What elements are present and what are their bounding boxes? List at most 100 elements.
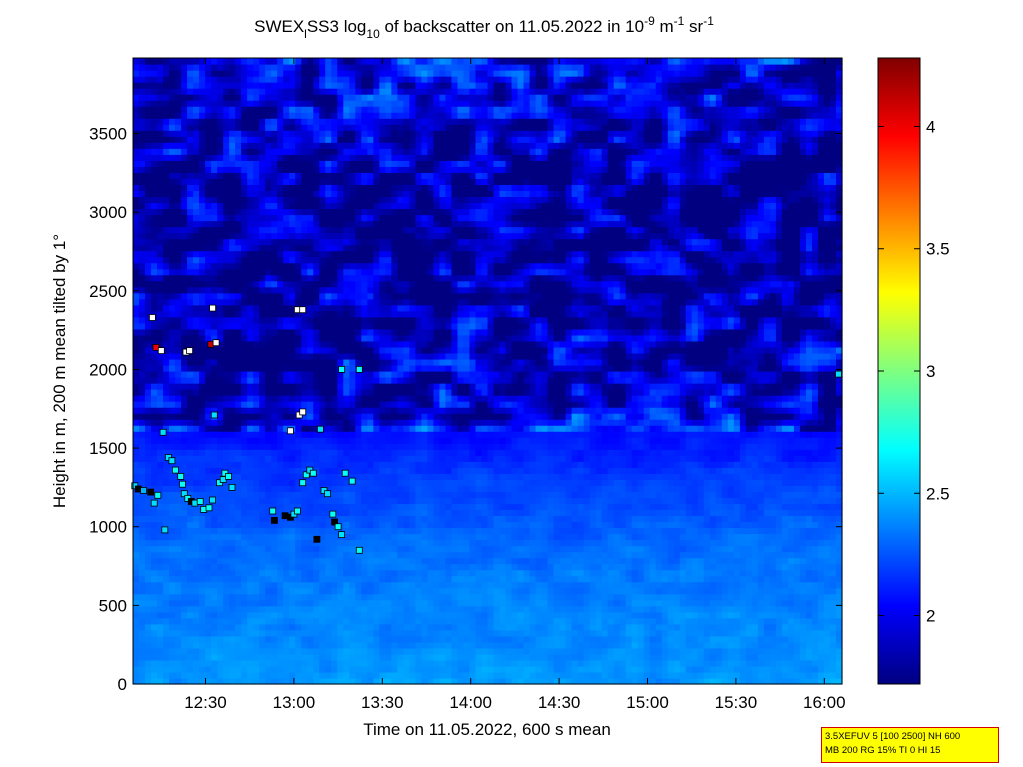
heatmap-cell <box>271 346 278 354</box>
heatmap-cell <box>133 623 140 631</box>
heatmap-cell <box>181 593 188 601</box>
heatmap-cell <box>289 244 296 252</box>
heatmap-cell <box>229 383 236 390</box>
heatmap-cell <box>301 623 308 631</box>
heatmap-cell <box>325 262 332 270</box>
heatmap-cell <box>391 479 398 486</box>
heatmap-cell <box>193 88 200 95</box>
heatmap-cell <box>397 671 404 679</box>
heatmap-cell <box>289 76 296 83</box>
heatmap-cell <box>145 106 152 113</box>
heatmap-cell <box>385 202 392 210</box>
heatmap-cell <box>199 671 206 679</box>
heatmap-cell <box>193 286 200 294</box>
heatmap-cell <box>193 142 200 149</box>
heatmap-cell <box>385 214 392 222</box>
heatmap-cell <box>325 599 332 607</box>
heatmap-cell <box>373 449 380 456</box>
heatmap-cell <box>175 154 182 161</box>
heatmap-cell <box>379 563 386 571</box>
heatmap-cell <box>271 401 278 408</box>
heatmap-cell <box>415 545 423 553</box>
heatmap-cell <box>307 431 314 438</box>
heatmap-cell <box>151 653 158 661</box>
heatmap-cell <box>343 389 350 396</box>
heatmap-cell <box>355 557 362 565</box>
heatmap-cell <box>259 244 266 252</box>
heatmap-cell <box>175 340 182 348</box>
heatmap-cell <box>235 473 242 480</box>
heatmap-cell <box>361 479 368 486</box>
heatmap-cell <box>343 154 350 161</box>
heatmap-cell <box>301 298 308 306</box>
heatmap-cell <box>181 88 188 95</box>
heatmap-cell <box>343 539 350 547</box>
heatmap-cell <box>229 659 236 667</box>
heatmap-cell <box>355 389 362 396</box>
heatmap-cell <box>307 208 314 216</box>
heatmap-cell <box>163 82 170 89</box>
heatmap-cell <box>193 629 200 637</box>
heatmap-cell <box>169 593 176 601</box>
heatmap-cell <box>349 238 356 246</box>
heatmap-cell <box>265 160 272 167</box>
heatmap-cell <box>199 575 206 583</box>
heatmap-cell <box>187 545 194 553</box>
heatmap-cell <box>397 665 404 673</box>
heatmap-cell <box>295 118 302 125</box>
heatmap-cell <box>283 431 290 438</box>
heatmap-cell <box>283 124 290 131</box>
heatmap-cell <box>301 581 308 589</box>
heatmap-cell <box>193 64 200 71</box>
heatmap-cell <box>229 491 236 498</box>
heatmap-cell <box>367 334 374 342</box>
heatmap-cell <box>307 340 314 348</box>
heatmap-cell <box>181 214 188 222</box>
heatmap-cell <box>271 389 278 396</box>
heatmap-cell <box>169 340 176 348</box>
heatmap-cell <box>325 551 332 559</box>
heatmap-cell <box>289 334 296 342</box>
heatmap-cell <box>271 244 278 252</box>
heatmap-cell <box>139 671 146 679</box>
heatmap-cell <box>211 479 218 486</box>
heatmap-cell <box>415 76 423 83</box>
heatmap-cell <box>409 244 416 252</box>
heatmap-cell <box>409 653 416 661</box>
heatmap-cell <box>409 371 416 378</box>
heatmap-cell <box>247 88 254 95</box>
heatmap-cell <box>175 196 182 204</box>
heatmap-cell <box>145 461 152 468</box>
heatmap-cell <box>217 665 224 673</box>
heatmap-cell <box>223 515 230 523</box>
heatmap-cell <box>325 377 332 384</box>
heatmap-cell <box>307 371 314 378</box>
heatmap-cell <box>193 316 200 324</box>
heatmap-cell <box>373 389 380 396</box>
heatmap-cell <box>223 407 230 414</box>
heatmap-cell <box>253 629 260 637</box>
heatmap-cell <box>151 569 158 577</box>
heatmap-cell <box>379 413 386 420</box>
heatmap-cell <box>361 437 368 444</box>
heatmap-cell <box>397 64 404 71</box>
heatmap-cell <box>199 292 206 300</box>
heatmap-cell <box>301 563 308 571</box>
heatmap-cell <box>385 563 392 571</box>
heatmap-cell <box>181 250 188 258</box>
heatmap-cell <box>235 641 242 649</box>
heatmap-cell <box>313 491 320 498</box>
heatmap-cell <box>379 497 386 505</box>
heatmap-cell <box>217 455 224 462</box>
heatmap-cell <box>187 419 194 426</box>
heatmap-cell <box>355 124 362 131</box>
heatmap-cell <box>349 232 356 240</box>
heatmap-cell <box>145 587 152 595</box>
heatmap-cell <box>247 371 254 378</box>
heatmap-cell <box>367 557 374 565</box>
heatmap-cell <box>289 220 296 228</box>
heatmap-cell <box>139 220 146 228</box>
heatmap-cell <box>223 298 230 306</box>
heatmap-cell <box>295 629 302 637</box>
heatmap-cell <box>295 208 302 216</box>
